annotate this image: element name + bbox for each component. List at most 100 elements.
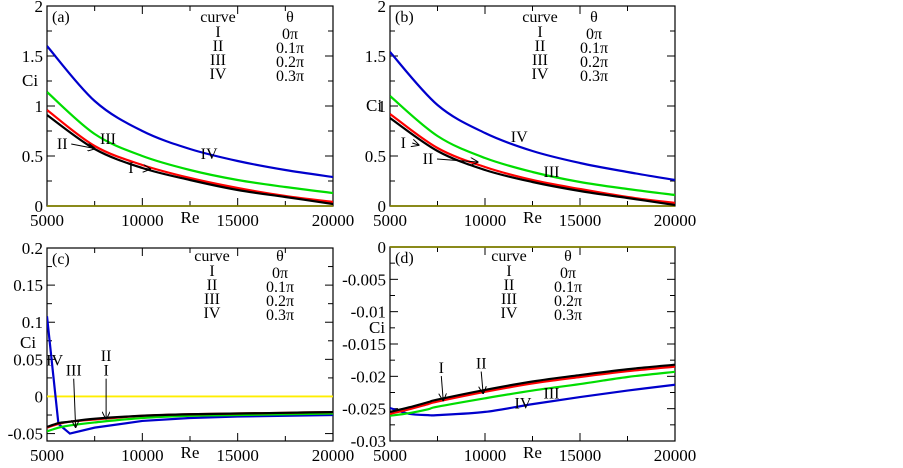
legend-curve-name: II [207, 277, 218, 294]
x-tick-label: 5000 [30, 446, 64, 465]
legend-curve-name: I [537, 24, 542, 41]
legend-curve-name: III [501, 291, 517, 308]
x-axis-label: Re [523, 208, 542, 227]
y-tick-label: -0.005 [342, 270, 386, 289]
legend-curve-name: III [210, 52, 226, 69]
y-tick-label: 0.15 [13, 276, 43, 295]
plot-frame [389, 5, 676, 207]
series-line-iii [47, 91, 333, 195]
legend-header-curve: curve [200, 9, 236, 26]
series-line-i [47, 114, 333, 206]
legend-header-theta: θ [276, 248, 284, 265]
y-tick-label: -0.015 [342, 335, 386, 354]
curve-annotation: III [66, 363, 82, 380]
y-tick-label: 0 [378, 238, 387, 257]
y-tick-label: 0 [35, 197, 44, 216]
legend-curve-name: I [209, 263, 214, 280]
x-tick-label: 5000 [373, 446, 407, 465]
legend-header-theta: θ [590, 9, 598, 26]
y-tick-label: -0.01 [351, 303, 386, 322]
y-tick-label: 2 [378, 0, 387, 16]
y-axis-label: Ci [22, 71, 38, 90]
curve-annotation: IV [201, 146, 218, 163]
series-group [47, 316, 333, 435]
legend-theta-value: 0π [560, 265, 576, 282]
legend-curve-name: III [532, 52, 548, 69]
legend-header-theta: θ [564, 248, 572, 265]
x-tick-label: 15000 [216, 446, 259, 465]
x-tick-label: 5000 [373, 211, 407, 230]
curve-annotation: II [423, 151, 434, 168]
panel-label: (d) [395, 250, 414, 267]
legend-curve-name: II [504, 277, 515, 294]
legend-theta-value: 0.2π [276, 54, 304, 71]
annotation-arrow [481, 371, 483, 394]
curve-annotation: I [103, 363, 108, 380]
legend: curve θ I 0π II 0.1π III 0.2π IV 0.3π [491, 248, 582, 324]
y-tick-label: 0.2 [22, 239, 43, 258]
legend-header-theta: θ [286, 9, 294, 26]
legend-curve-name: IV [501, 305, 518, 322]
legend-curve-name: I [506, 263, 511, 280]
legend-theta-value: 0.1π [554, 279, 582, 296]
legend-theta-value: 0.2π [580, 54, 608, 71]
legend-curve-name: IV [532, 66, 549, 83]
legend-theta-value: 0.3π [276, 68, 304, 85]
x-tick-label: 10000 [121, 446, 164, 465]
series-line-iii [390, 370, 675, 417]
y-axis-label: Ci [369, 318, 385, 337]
annotation-arrow [441, 376, 443, 400]
legend-theta-value: 0.1π [580, 40, 608, 57]
legend-theta-value: 0.3π [266, 307, 294, 324]
series-group [390, 51, 675, 207]
panel-d: 5000 10000 15000 20000 -0.03 -0.025 -0.02 -0.01… [342, 238, 696, 465]
series-line-i [47, 410, 333, 428]
series-line-iv [47, 45, 333, 179]
series-line-iii [47, 412, 333, 433]
legend-theta-value: 0.2π [266, 293, 294, 310]
legend-theta-value: 0.1π [266, 279, 294, 296]
y-tick-label: 0 [378, 197, 387, 216]
y-tick-label: -0.03 [351, 432, 386, 451]
legend-theta-value: 0π [282, 26, 298, 43]
x-tick-label: 10000 [464, 211, 507, 230]
x-tick-label: 5000 [30, 211, 64, 230]
y-tick-label: 0.05 [13, 350, 43, 369]
x-tick-label: 20000 [312, 446, 355, 465]
x-tick-label: 15000 [559, 446, 602, 465]
curve-annotation: IV [46, 352, 63, 369]
annotation-arrow [412, 143, 418, 145]
y-tick-label: -0.05 [8, 425, 43, 444]
legend-header-curve: curve [194, 248, 230, 265]
legend-theta-value: 0.2π [554, 293, 582, 310]
x-tick-label: 15000 [216, 211, 259, 230]
x-tick-label: 10000 [464, 446, 507, 465]
series-line-iv [390, 51, 675, 182]
legend: curve θ I 0π II 0.1π III 0.2π IV 0.3π [194, 248, 294, 324]
curve-annotation: IV [515, 396, 532, 413]
x-axis-label: Re [181, 208, 200, 227]
y-axis-label: Ci [366, 96, 382, 115]
curve-annotation: II [476, 356, 487, 373]
curve-annotation: II [57, 136, 68, 153]
series-group [390, 246, 675, 417]
legend-curve-name: II [213, 38, 224, 55]
y-tick-label: 1.5 [22, 47, 43, 66]
curve-annotation: II [101, 348, 112, 365]
panel-c: 5000 10000 15000 20000 -0.05 0 0.05 0.1 0.15 0.2 R… [8, 239, 355, 465]
annotation-arrow [139, 168, 150, 169]
legend-theta-value: 0π [586, 26, 602, 43]
y-tick-label: 0.1 [22, 313, 43, 332]
legend-curve-name: IV [204, 305, 221, 322]
curve-annotation: III [100, 131, 116, 148]
x-axis-label: Re [181, 443, 200, 462]
series-line-iii [390, 95, 675, 197]
annotation-arrow [436, 159, 477, 162]
legend: curve θ I 0π II 0.1π III 0.2π IV 0.3π [522, 9, 608, 85]
x-tick-label: 20000 [312, 211, 355, 230]
annotation-arrow [71, 144, 94, 149]
y-tick-label: 0 [35, 387, 44, 406]
legend-header-curve: curve [491, 248, 527, 265]
curve-annotation: IV [511, 129, 528, 146]
